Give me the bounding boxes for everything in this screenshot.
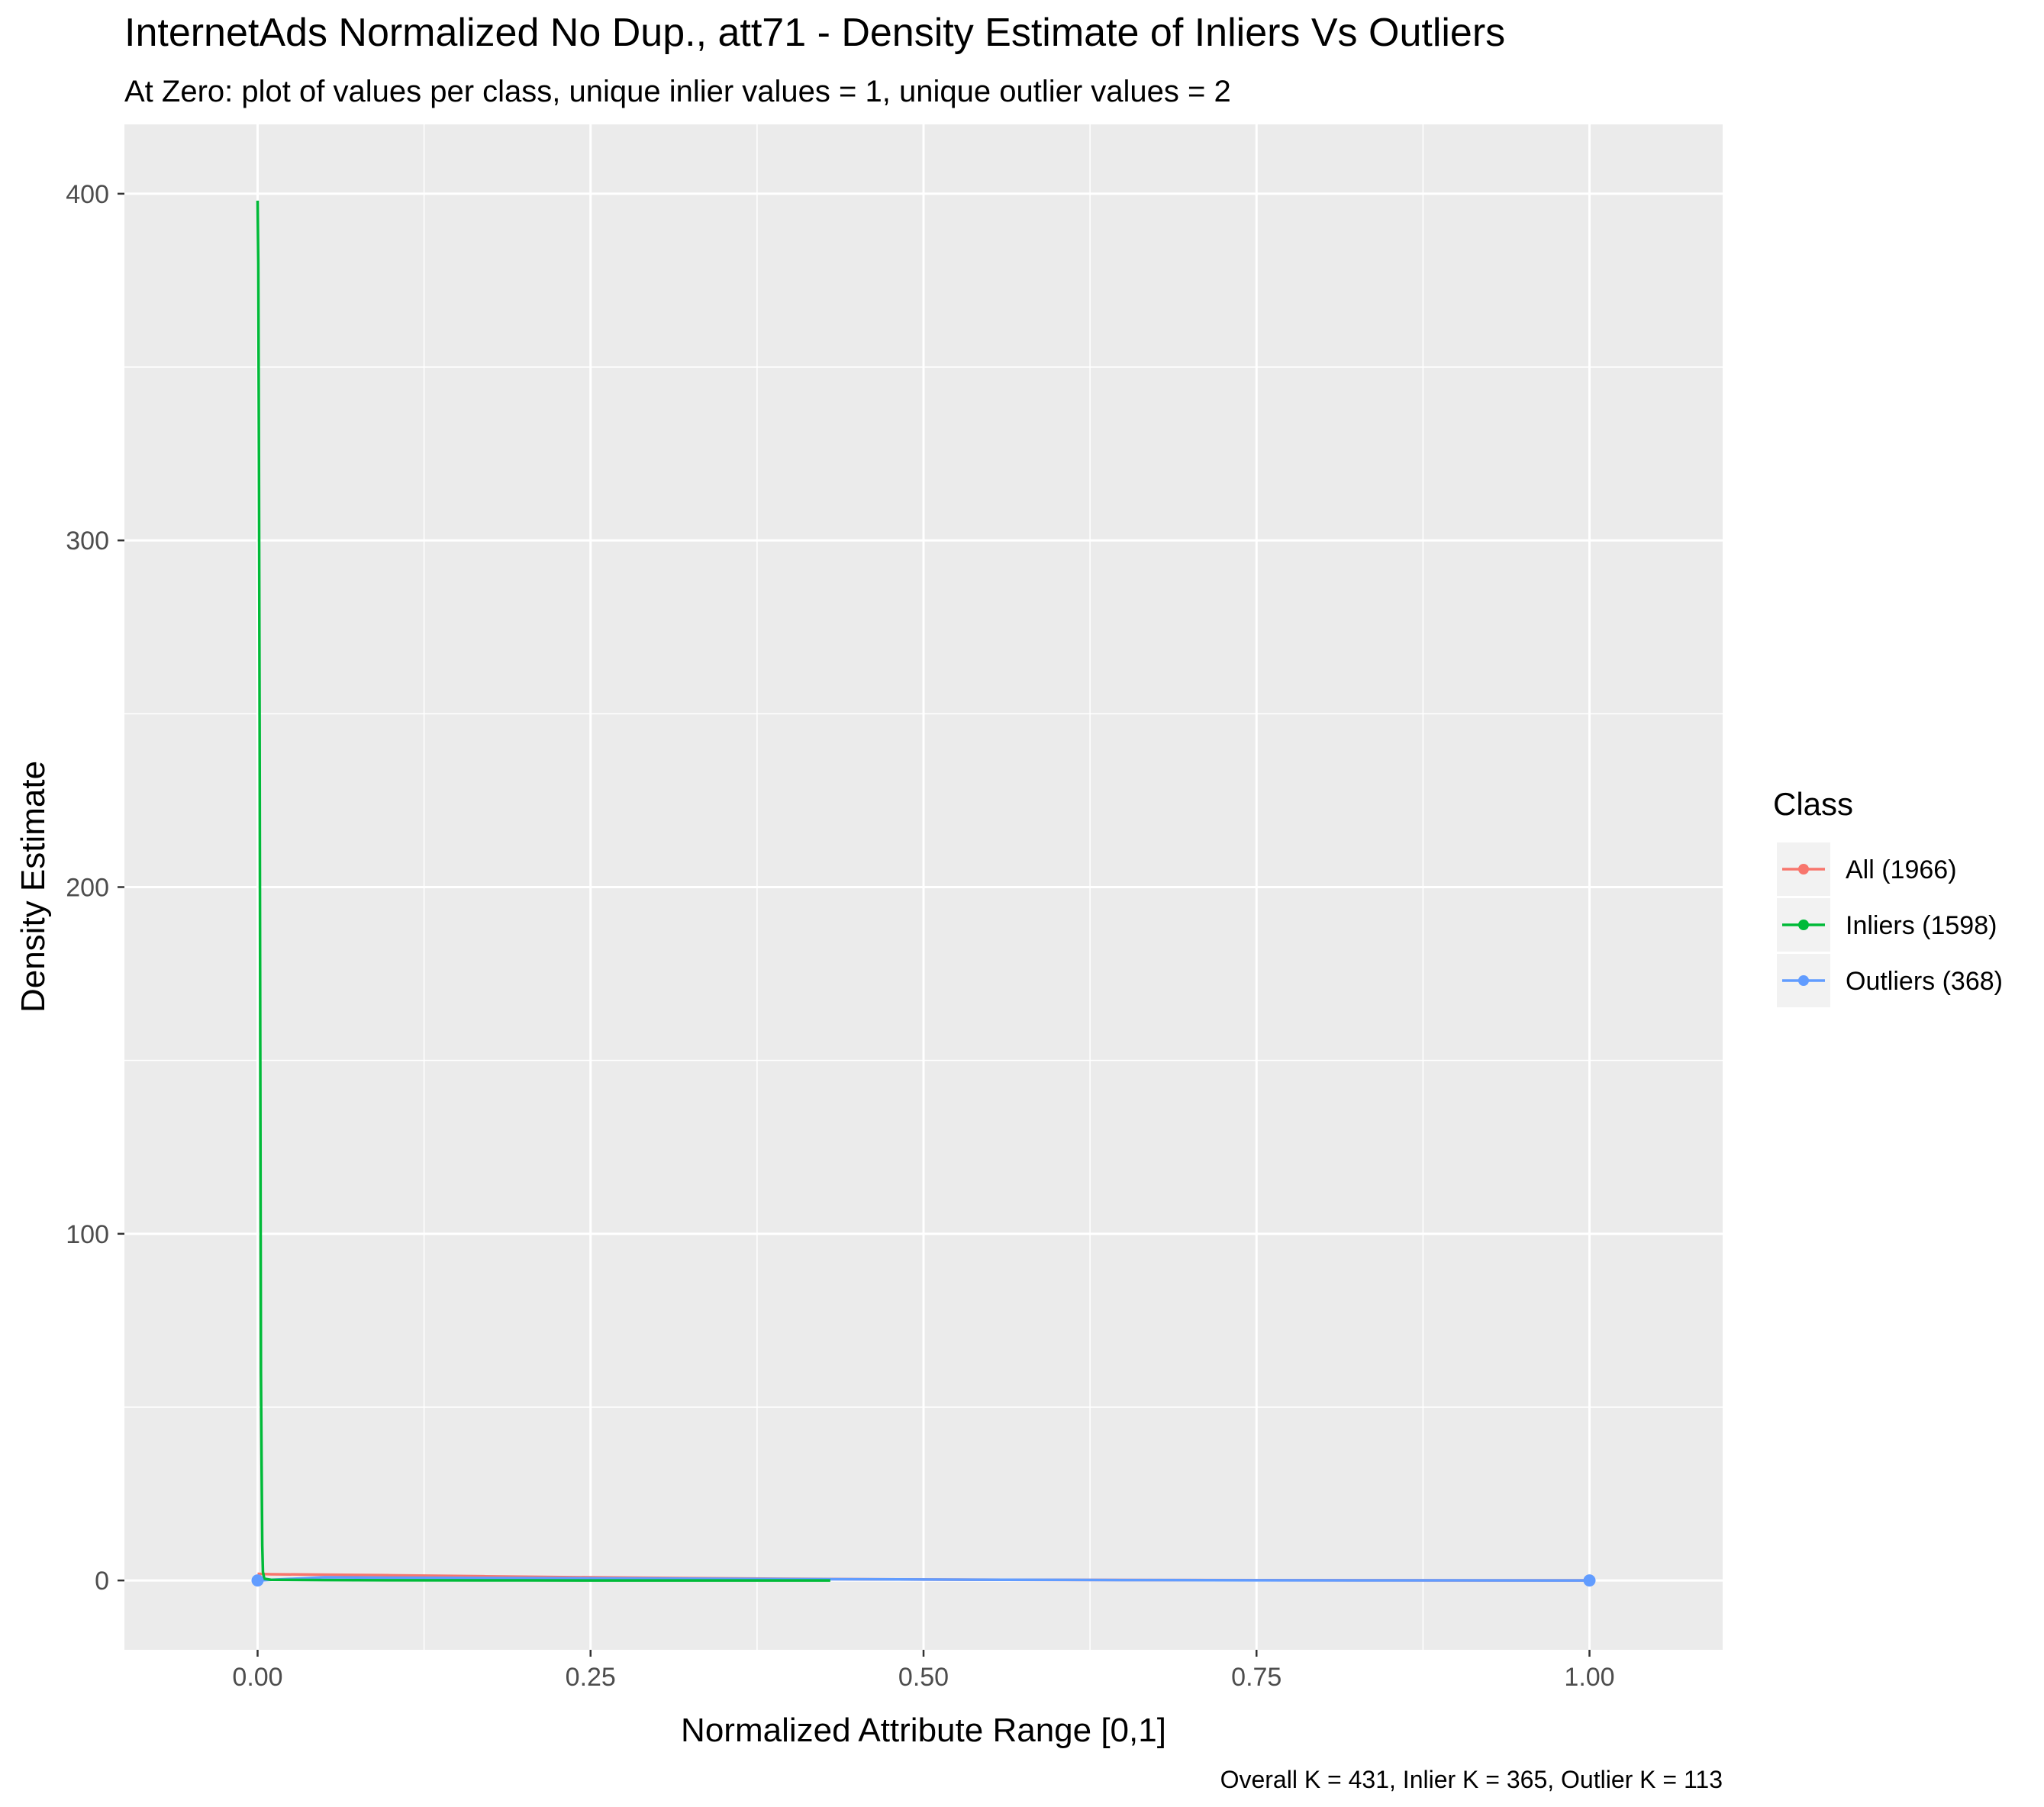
y-tick-label: 100 [66,1220,109,1249]
chart-title: InternetAds Normalized No Dup., att71 - … [124,11,1505,55]
x-axis: 0.00 0.25 0.50 0.75 1.00 [232,1650,1615,1692]
y-axis-title: Density Estimate [15,761,52,1013]
x-tick-label: 1.00 [1564,1663,1614,1692]
y-tick-label: 400 [66,180,109,209]
legend-point-all [1798,864,1809,875]
x-tick-label: 0.75 [1231,1663,1282,1692]
series-line-inliers [256,200,830,1582]
x-tick-label: 0.25 [566,1663,616,1692]
y-tick-label: 200 [66,874,109,903]
y-tick-label: 0 [95,1567,109,1596]
series-lines [256,200,1590,1582]
x-tick-label: 0.00 [232,1663,282,1692]
series-line-outliers [257,1576,1590,1582]
legend-point-outliers [1798,975,1809,986]
series-points [251,1574,1596,1587]
legend-point-inliers [1798,920,1809,930]
x-axis-title: Normalized Attribute Range [0,1] [681,1712,1166,1749]
chart-caption: Overall K = 431, Inlier K = 365, Outlier… [1220,1766,1723,1793]
legend: Class All (1966) Inliers (1598) Outliers (… [1773,786,2003,1007]
legend-label-inliers: Inliers (1598) [1846,911,1997,940]
x-tick-label: 0.50 [898,1663,949,1692]
data-point [1583,1574,1596,1587]
legend-title: Class [1773,786,1853,822]
legend-label-all: All (1966) [1846,855,1957,884]
legend-label-outliers: Outliers (368) [1846,967,2003,996]
y-axis: 0 100 200 300 400 [66,180,124,1596]
chart-subtitle: At Zero: plot of values per class, uniqu… [124,75,1231,108]
y-tick-label: 300 [66,527,109,556]
data-point [251,1574,264,1587]
